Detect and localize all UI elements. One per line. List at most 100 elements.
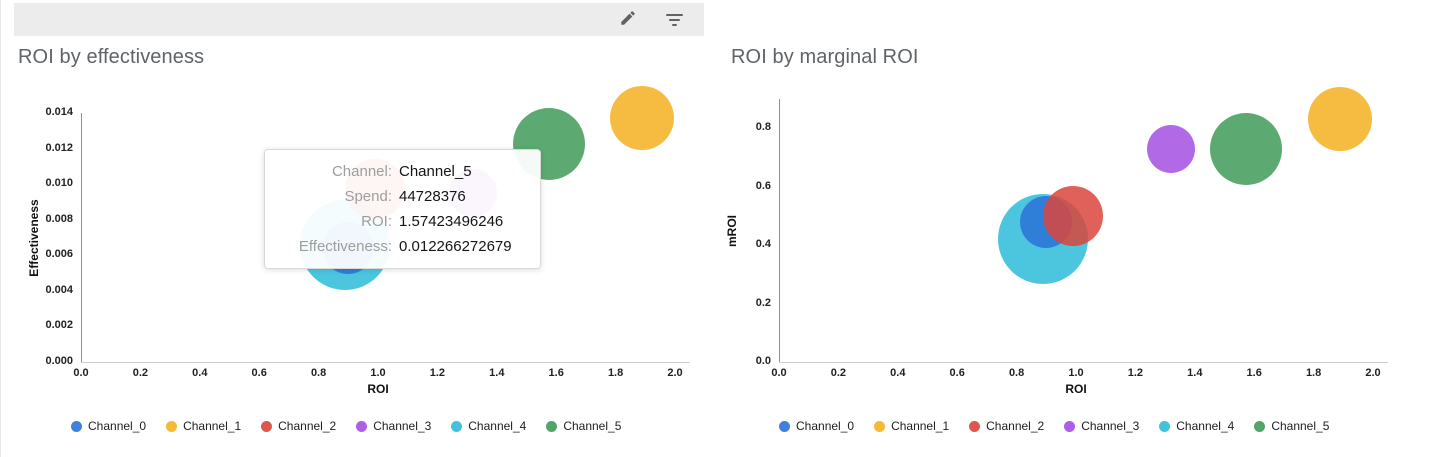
legend-dot-icon — [1159, 420, 1171, 432]
chart-tooltip: Channel: Channel_5 Spend: 44728376 ROI: … — [264, 149, 541, 269]
left-chart-legend: Channel_0 Channel_1 Channel_2 Channel_3 Chan… — [71, 419, 621, 433]
legend-item-channel_2[interactable]: Channel_2 — [969, 419, 1044, 433]
x-tick-label: 1.6 — [1246, 367, 1262, 379]
legend-dot-icon — [1254, 420, 1266, 432]
legend-item-channel_1[interactable]: Channel_1 — [166, 419, 241, 433]
legend-label: Channel_0 — [88, 419, 147, 433]
legend-item-channel_0[interactable]: Channel_0 — [71, 419, 146, 433]
y-tick-label: 0.6 — [755, 179, 771, 192]
legend-label: Channel_3 — [373, 419, 432, 433]
legend-item-channel_2[interactable]: Channel_2 — [261, 419, 336, 433]
legend-item-channel_3[interactable]: Channel_3 — [1064, 419, 1139, 433]
legend-label: Channel_1 — [183, 419, 242, 433]
x-tick-label: 0.6 — [251, 367, 267, 379]
tooltip-value: 0.012266272679 — [399, 238, 512, 255]
y-axis-line — [81, 113, 82, 362]
bubble-channel_1[interactable] — [1308, 87, 1373, 152]
x-tick-label: 1.8 — [607, 367, 624, 379]
legend-dot-icon — [1064, 420, 1076, 432]
legend-dot-icon — [451, 420, 463, 432]
bubble-channel_1[interactable] — [610, 86, 675, 151]
x-tick-label: 0.4 — [192, 367, 208, 379]
x-tick-label: 2.0 — [667, 367, 683, 379]
tooltip-label: Channel: — [331, 163, 392, 180]
x-tick-label: 0.0 — [771, 367, 787, 379]
legend-label: Channel_0 — [796, 419, 855, 433]
x-axis-line — [81, 362, 690, 363]
legend-dot-icon — [261, 420, 273, 432]
legend-label: Channel_2 — [278, 419, 337, 433]
x-tick-label: 1.8 — [1305, 367, 1322, 379]
tooltip-label: Spend: — [344, 188, 392, 205]
bubble-channel_5[interactable] — [1210, 112, 1283, 185]
chart-title-roi-by-effectiveness: ROI by effectiveness — [18, 46, 205, 68]
y-tick-label: 0.014 — [45, 106, 73, 118]
y-tick-label: 0.4 — [755, 238, 771, 251]
y-tick-label: 0.012 — [45, 141, 73, 154]
legend-item-channel_3[interactable]: Channel_3 — [356, 419, 431, 433]
x-tick-label: 1.2 — [429, 367, 446, 379]
x-axis-title: ROI — [1065, 382, 1087, 396]
legend-label: Channel_2 — [986, 419, 1045, 433]
legend-label: Channel_4 — [468, 419, 527, 433]
legend-dot-icon — [166, 420, 178, 432]
x-axis-line — [779, 362, 1388, 363]
y-tick-label: 0.006 — [45, 248, 73, 261]
legend-dot-icon — [874, 420, 886, 432]
y-tick-label: 0.008 — [45, 212, 73, 225]
tooltip-value: Channel_5 — [399, 163, 472, 180]
right-chart-legend: Channel_0 Channel_1 Channel_2 Channel_3 Chan… — [779, 419, 1329, 433]
legend-item-channel_4[interactable]: Channel_4 — [1159, 419, 1234, 433]
legend-label: Channel_1 — [891, 419, 950, 433]
x-axis-title: ROI — [367, 382, 389, 396]
edit-button[interactable] — [612, 6, 644, 34]
filter-list-icon — [665, 13, 683, 26]
x-tick-label: 1.4 — [489, 367, 505, 379]
x-tick-label: 0.2 — [132, 367, 149, 379]
y-tick-label: 0.004 — [45, 283, 73, 296]
chart-toolbar — [14, 3, 704, 36]
tooltip-value: 1.57423496246 — [399, 213, 504, 230]
x-tick-label: 0.8 — [1008, 367, 1025, 379]
x-tick-label: 2.0 — [1365, 367, 1381, 379]
bubble-channel_2[interactable] — [1043, 185, 1104, 246]
y-tick-label: 0.2 — [755, 296, 771, 309]
filter-button[interactable] — [658, 6, 690, 34]
legend-item-channel_5[interactable]: Channel_5 — [546, 419, 621, 433]
y-axis-line — [779, 99, 780, 362]
y-tick-label: 0.002 — [45, 319, 73, 332]
legend-label: Channel_3 — [1081, 419, 1140, 433]
legend-label: Channel_5 — [1271, 419, 1330, 433]
x-tick-label: 1.2 — [1127, 367, 1144, 379]
y-tick-label: 0.8 — [755, 121, 771, 134]
y-axis-title: mROI — [725, 214, 739, 247]
y-tick-label: 0.010 — [45, 177, 73, 190]
legend-dot-icon — [71, 420, 82, 432]
legend-item-channel_0[interactable]: Channel_0 — [779, 419, 854, 433]
chart-title-roi-by-marginal-roi: ROI by marginal ROI — [731, 46, 919, 68]
pencil-icon — [619, 9, 637, 30]
legend-label: Channel_5 — [563, 419, 622, 433]
legend-dot-icon — [356, 420, 368, 432]
x-tick-label: 0.8 — [310, 367, 327, 379]
tooltip-label: Effectiveness: — [298, 238, 392, 255]
legend-item-channel_4[interactable]: Channel_4 — [451, 419, 526, 433]
y-tick-label: 0.000 — [45, 355, 73, 367]
x-tick-label: 0.0 — [73, 367, 89, 379]
tooltip-label: ROI: — [361, 213, 392, 230]
x-tick-label: 0.2 — [830, 367, 847, 379]
bubble-channel_3[interactable] — [1147, 124, 1196, 173]
legend-dot-icon — [546, 420, 558, 432]
legend-dot-icon — [969, 420, 981, 432]
legend-item-channel_1[interactable]: Channel_1 — [874, 419, 949, 433]
legend-label: Channel_4 — [1176, 419, 1235, 433]
x-tick-label: 1.4 — [1187, 367, 1203, 379]
x-tick-label: 0.4 — [890, 367, 906, 379]
y-axis-title: Effectiveness — [27, 198, 41, 277]
legend-dot-icon — [779, 420, 790, 432]
x-tick-label: 1.0 — [370, 367, 386, 379]
legend-item-channel_5[interactable]: Channel_5 — [1254, 419, 1329, 433]
